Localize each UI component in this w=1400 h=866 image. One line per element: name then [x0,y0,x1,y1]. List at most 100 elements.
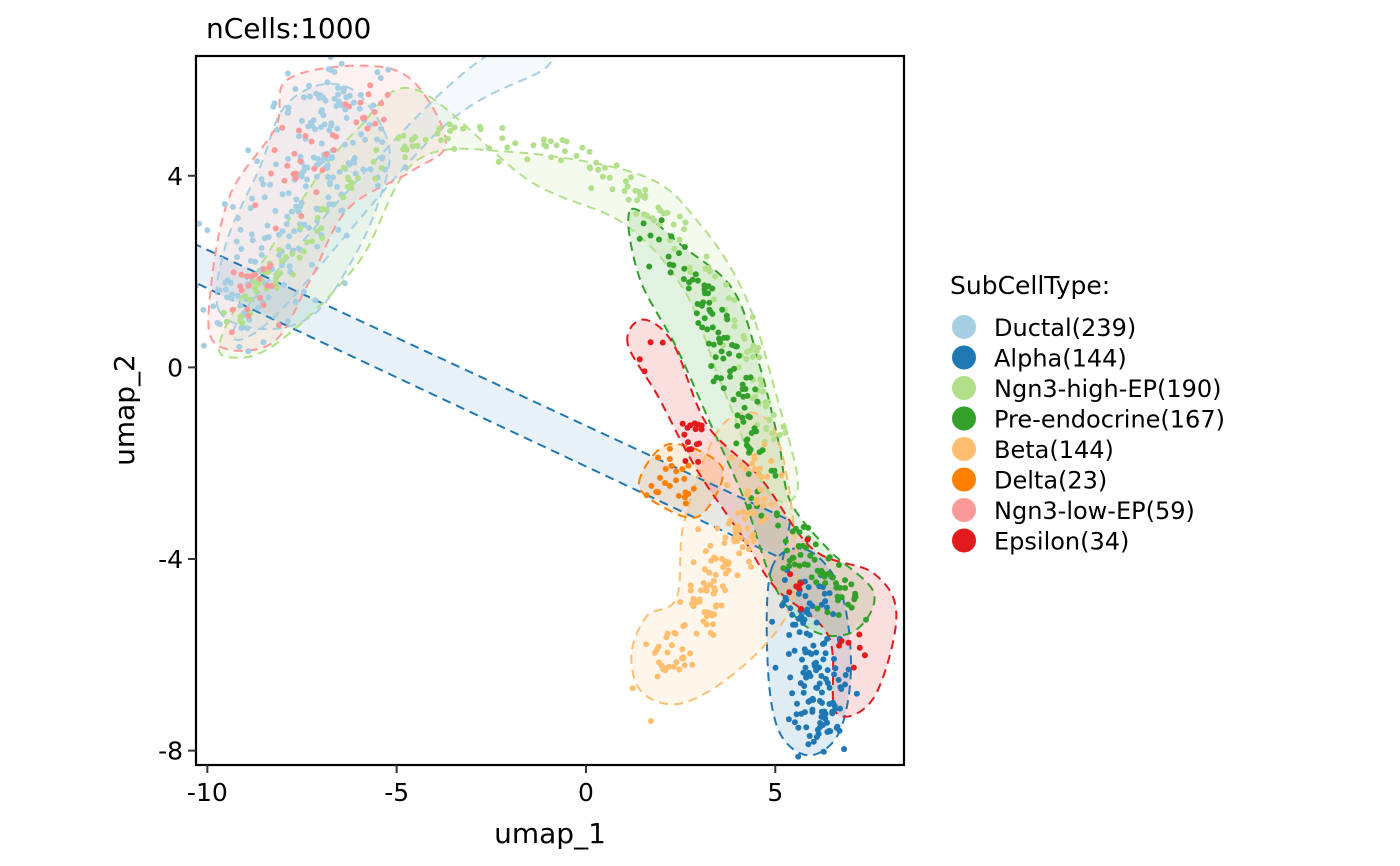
point-pre-endocrine [835,612,842,618]
point-ngn3-high-ep [735,364,742,371]
hull-fill-pre-endocrine [628,208,875,637]
point-ductal [362,136,369,143]
point-ngn3-high-ep [766,417,773,424]
point-beta [768,501,775,508]
point-pre-endocrine [768,467,775,474]
point-alpha [814,685,821,691]
point-ductal [312,126,319,133]
y-tick-label: -4 [158,545,183,574]
point-beta [778,472,785,479]
point-beta [741,515,748,522]
point-ngn3-high-ep [634,197,640,204]
point-ngn3-high-ep [451,146,458,152]
point-pre-endocrine [689,276,696,283]
point-beta [643,641,650,648]
point-pre-endocrine [752,386,759,393]
point-ngn3-high-ep [317,225,324,232]
point-epsilon [647,339,654,346]
point-delta [662,465,669,472]
point-ductal [284,70,291,77]
point-ductal [358,131,364,138]
point-ductal [329,154,336,161]
point-ductal [304,176,311,183]
point-beta [696,598,703,605]
point-ductal [276,252,283,259]
point-epsilon [641,368,648,375]
point-ngn3-low-ep [384,91,391,98]
point-beta [709,621,716,628]
point-ngn3-low-ep [264,282,271,289]
point-ngn3-low-ep [228,329,235,336]
point-epsilon [686,446,692,453]
point-ngn3-high-ep [593,159,600,166]
point-ngn3-high-ep [622,178,629,185]
point-beta [708,557,715,564]
legend-item-delta: Delta(23) [952,467,1107,495]
point-ngn3-low-ep [230,269,237,276]
point-delta [666,482,673,489]
point-beta [664,649,671,656]
point-alpha [837,705,843,712]
point-epsilon [798,605,805,612]
hull-outline-epsilon [626,318,898,718]
point-ngn3-high-ep [579,144,586,151]
point-epsilon [685,439,691,446]
point-ngn3-high-ep [239,319,246,326]
point-pre-endocrine [730,396,737,403]
point-alpha [831,671,838,678]
point-ductal [379,155,385,162]
point-beta [724,482,731,489]
point-epsilon [787,571,794,578]
point-ngn3-high-ep [314,214,321,221]
point-ductal [330,201,337,208]
point-ductal [343,94,350,101]
point-ngn3-low-ep [291,150,298,157]
point-pre-endocrine [739,381,746,388]
point-ngn3-low-ep [275,322,282,329]
point-beta [749,460,756,467]
point-alpha [795,753,802,760]
point-pre-endocrine [832,580,839,587]
point-alpha [800,669,807,676]
point-ductal [326,127,333,134]
point-pre-endocrine [656,236,662,243]
point-ngn3-high-ep [703,253,710,260]
point-ngn3-high-ep [649,215,656,222]
point-pre-endocrine [792,525,799,532]
point-ngn3-high-ep [524,156,531,163]
point-ngn3-high-ep [486,145,493,152]
point-alpha [805,741,812,748]
point-ductal [264,222,271,229]
point-alpha [785,651,792,657]
point-beta [706,569,713,576]
point-ngn3-high-ep [740,333,747,340]
point-pre-endocrine [803,544,809,551]
point-alpha [832,665,839,672]
point-ngn3-low-ep [333,133,340,140]
point-beta [703,584,710,591]
point-ngn3-high-ep [402,154,409,161]
point-pre-endocrine [822,580,829,587]
point-alpha [824,604,830,611]
point-ngn3-low-ep [371,109,378,115]
point-pre-endocrine [782,538,789,545]
point-ductal [317,124,324,131]
point-alpha [789,611,796,618]
point-ngn3-high-ep [731,317,738,324]
point-beta [702,548,709,555]
chart-title: nCells:1000 [206,12,371,45]
point-ngn3-high-ep [340,194,347,201]
point-ductal [244,325,251,332]
point-ngn3-high-ep [780,423,787,430]
point-ductal [306,82,312,89]
point-pre-endocrine [640,220,647,227]
point-pre-endocrine [747,374,754,381]
point-epsilon [679,420,686,427]
point-ngn3-high-ep [760,388,766,395]
point-beta [676,666,683,673]
point-ngn3-high-ep [671,245,678,252]
point-ductal [298,117,305,124]
point-ngn3-high-ep [323,206,329,213]
point-ductal [324,79,331,86]
point-ductal [245,147,252,154]
